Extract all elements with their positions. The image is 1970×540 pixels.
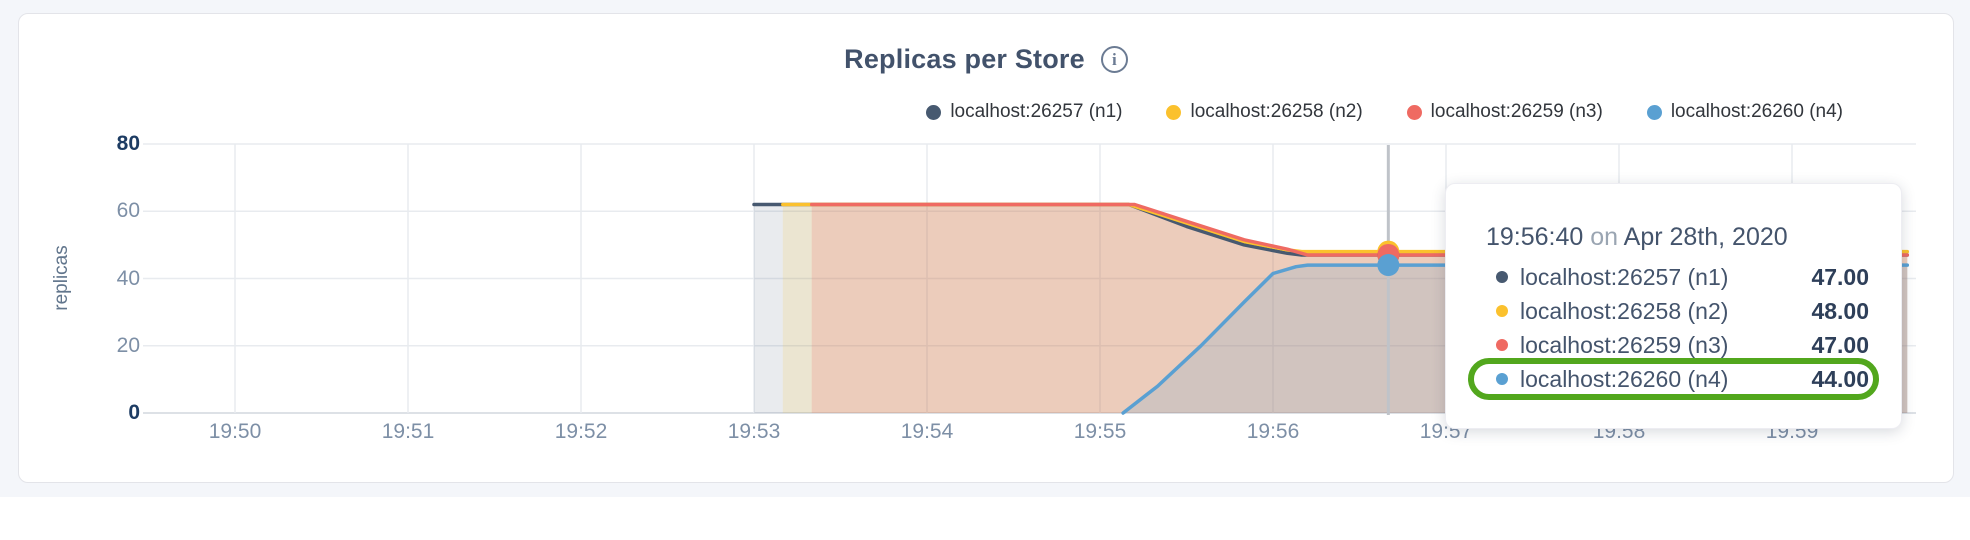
chart-title: Replicas per Store: [844, 44, 1085, 74]
tooltip-row-value: 44.00: [1811, 365, 1869, 392]
chart-header: Replicas per Store i: [18, 44, 1954, 75]
legend-item-label: localhost:26257 (n1): [950, 101, 1123, 122]
legend-dot-icon: [1646, 104, 1662, 120]
tooltip-row-dot-icon: [1496, 305, 1508, 317]
tooltip-row-n2: localhost:26258 (n2) 48.00: [1486, 294, 1869, 328]
legend-item-label: localhost:26259 (n3): [1430, 101, 1603, 122]
series-line-n4: [1121, 263, 1910, 415]
legend-item-n3[interactable]: localhost:26259 (n3): [1406, 101, 1603, 123]
tooltip-row-value: 47.00: [1811, 263, 1869, 290]
x-axis-tick-1956: 19:56: [1246, 420, 1300, 443]
series-line-n3: [809, 202, 1910, 257]
tooltip-date: Apr 28th, 2020: [1623, 223, 1788, 251]
legend-item-n2[interactable]: localhost:26258 (n2): [1166, 101, 1363, 123]
legend-item-label: localhost:26260 (n4): [1670, 101, 1843, 122]
info-icon[interactable]: i: [1100, 46, 1128, 73]
hover-dot-n4: [1377, 254, 1400, 277]
legend-dot-icon: [1166, 104, 1182, 120]
tooltip-row-value: 48.00: [1811, 297, 1869, 324]
chart-tooltip: 19:56:40 on Apr 28th, 2020 localhost:262…: [1445, 183, 1902, 429]
x-axis-tick-1954: 19:54: [900, 420, 954, 443]
legend-dot-icon: [926, 104, 942, 120]
tooltip-row-dot-icon: [1496, 271, 1508, 283]
legend-item-label: localhost:26258 (n2): [1190, 101, 1363, 122]
tooltip-row-label: localhost:26258 (n2): [1520, 297, 1729, 324]
tooltip-row-label: localhost:26260 (n4): [1520, 365, 1729, 392]
tooltip-row-n3: localhost:26259 (n3) 47.00: [1486, 328, 1869, 362]
tooltip-row-n4: localhost:26260 (n4) 44.00: [1468, 358, 1879, 400]
y-axis-tick-40: 40: [116, 266, 140, 290]
tooltip-row-n1: localhost:26257 (n1) 47.00: [1486, 260, 1869, 294]
tooltip-row-value: 47.00: [1811, 331, 1869, 358]
legend-item-n4[interactable]: localhost:26260 (n4): [1646, 101, 1843, 123]
legend-item-n1[interactable]: localhost:26257 (n1): [926, 101, 1122, 123]
tooltip-time: 19:56:40: [1486, 223, 1584, 251]
tooltip-rows: localhost:26257 (n1) 47.00 localhost:26258…: [1468, 260, 1879, 400]
chart-legend: localhost:26257 (n1) localhost:26258 (n2)…: [926, 101, 1843, 123]
y-axis-tick-0: 0: [128, 401, 140, 424]
tooltip-header: 19:56:40 on Apr 28th, 2020: [1486, 222, 1867, 252]
legend-dot-icon: [1406, 104, 1422, 120]
y-axis-tick-80: 80: [116, 132, 140, 155]
y-axis-tick-20: 20: [116, 333, 140, 357]
tooltip-connector: on: [1583, 223, 1624, 251]
x-axis-tick-1951: 19:51: [381, 420, 435, 443]
x-axis-tick-1953: 19:53: [727, 420, 781, 443]
x-axis-tick-1955: 19:55: [1073, 420, 1127, 443]
tooltip-row-label: localhost:26259 (n3): [1520, 331, 1729, 358]
y-axis-tick-60: 60: [116, 199, 140, 223]
tooltip-row-label: localhost:26257 (n1): [1520, 263, 1729, 290]
x-axis-tick-1950: 19:50: [208, 420, 262, 443]
tooltip-row-dot-icon: [1496, 373, 1508, 385]
x-axis-tick-1952: 19:52: [554, 420, 608, 443]
tooltip-row-dot-icon: [1496, 339, 1508, 351]
